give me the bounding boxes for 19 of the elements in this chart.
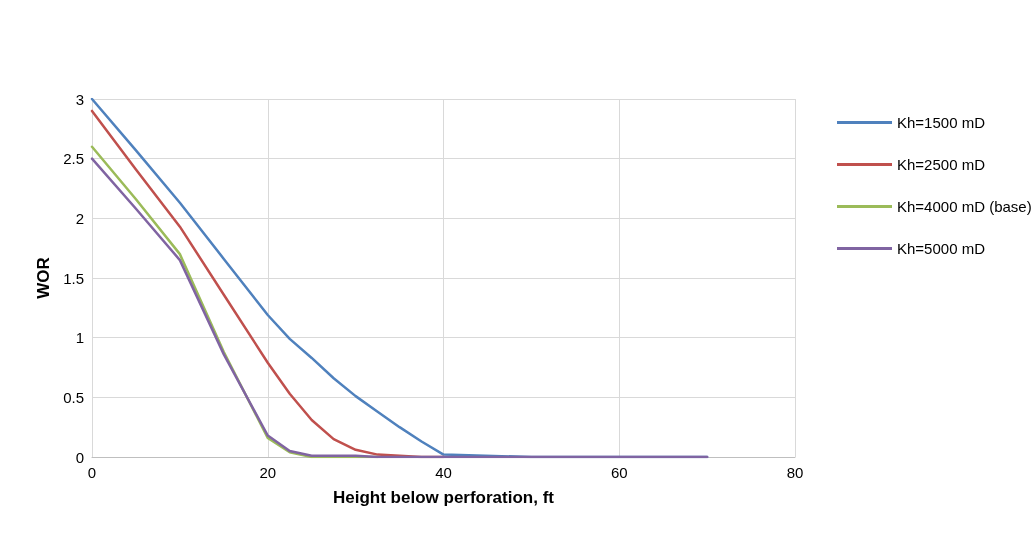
line-series <box>90 157 709 459</box>
x-tick-label: 0 <box>87 464 97 481</box>
legend-label: Kh=2500 mD <box>897 156 986 173</box>
y-tick-label: 2.5 <box>63 150 84 168</box>
x-tick-label: 80 <box>786 464 804 481</box>
y-axis-title: WOR <box>34 257 53 299</box>
legend-label: Kh=5000 mD <box>897 240 986 257</box>
x-tick-label: 60 <box>610 464 628 481</box>
x-tick-label: 20 <box>259 464 277 481</box>
legend-label: Kh=4000 mD (base) <box>897 198 1032 215</box>
y-tick-label: 2 <box>75 209 84 227</box>
y-tick-label: 3 <box>75 90 84 108</box>
x-axis-title: Height below perforation, ft <box>333 488 555 507</box>
y-tick-label: 1 <box>75 329 84 347</box>
x-tick-label: 40 <box>435 464 452 481</box>
y-tick-label: 0.5 <box>63 388 84 406</box>
legend-label: Kh=1500 mD <box>897 114 986 131</box>
y-tick-label: 1.5 <box>63 269 84 287</box>
y-tick-label: 0 <box>75 448 84 466</box>
